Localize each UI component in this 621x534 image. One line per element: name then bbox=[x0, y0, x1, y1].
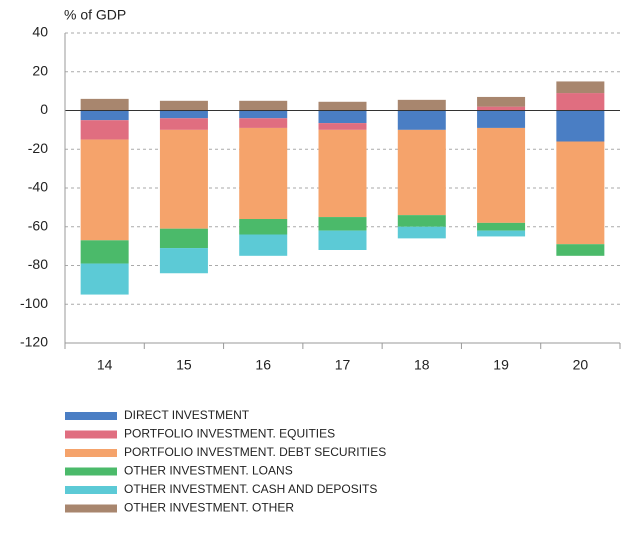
bar-segment bbox=[318, 230, 367, 250]
bar-segment bbox=[318, 101, 367, 111]
legend-label: PORTFOLIO INVESTMENT. EQUITIES bbox=[124, 427, 335, 441]
bar-segment bbox=[477, 96, 526, 107]
bar-segment bbox=[318, 123, 367, 130]
bar-segment bbox=[239, 127, 288, 219]
bar-segment bbox=[159, 248, 208, 274]
bar-segment bbox=[239, 234, 288, 256]
legend-label: OTHER INVESTMENT. OTHER bbox=[124, 501, 294, 515]
bar-segment bbox=[239, 110, 288, 119]
bar-segment bbox=[80, 110, 129, 121]
y-tick-label: -80 bbox=[28, 256, 48, 272]
y-tick-label: -40 bbox=[28, 179, 48, 195]
bar-segment bbox=[318, 217, 367, 231]
y-axis-label: % of GDP bbox=[64, 7, 126, 23]
bar-segment bbox=[239, 219, 288, 235]
bar-segment bbox=[556, 141, 605, 245]
bar-segment bbox=[477, 222, 526, 231]
bar-segment bbox=[159, 129, 208, 229]
legend-swatch bbox=[65, 504, 117, 513]
y-tick-label: 20 bbox=[32, 62, 48, 78]
bar-segment bbox=[477, 127, 526, 223]
bar-segment bbox=[239, 100, 288, 111]
bar-segment bbox=[397, 110, 446, 130]
x-tick-label: 14 bbox=[97, 357, 113, 373]
x-tick-label: 16 bbox=[255, 357, 271, 373]
bar-segment bbox=[80, 139, 129, 241]
bar-segment bbox=[80, 240, 129, 264]
bar-segment bbox=[159, 228, 208, 249]
bar-segment bbox=[80, 98, 129, 111]
bar-segment bbox=[159, 118, 208, 130]
bar-segment bbox=[556, 93, 605, 111]
bar-segment bbox=[556, 110, 605, 142]
bar-segment bbox=[318, 110, 367, 124]
bar-segment bbox=[397, 129, 446, 216]
y-tick-label: 0 bbox=[40, 101, 48, 117]
legend-swatch bbox=[65, 449, 117, 457]
bar-segment bbox=[159, 100, 208, 111]
bar-segment bbox=[318, 129, 367, 218]
legend-label: OTHER INVESTMENT. LOANS bbox=[124, 464, 293, 478]
bar-segment bbox=[477, 106, 526, 111]
bar-segment bbox=[80, 120, 129, 140]
legend-swatch bbox=[65, 412, 117, 420]
bar-segment bbox=[159, 110, 208, 119]
x-tick-label: 19 bbox=[493, 357, 509, 373]
bar-segment bbox=[556, 81, 605, 94]
bar-segment bbox=[80, 263, 129, 295]
legend-label: DIRECT INVESTMENT bbox=[124, 408, 250, 422]
bar-segment bbox=[397, 215, 446, 227]
y-tick-label: -20 bbox=[28, 140, 48, 156]
y-tick-label: -60 bbox=[28, 217, 48, 233]
x-tick-label: 15 bbox=[176, 357, 192, 373]
legend-label: OTHER INVESTMENT. CASH AND DEPOSITS bbox=[124, 482, 377, 496]
bar-segment bbox=[397, 226, 446, 239]
bar-segment bbox=[477, 110, 526, 128]
bar-segment bbox=[556, 244, 605, 256]
y-tick-label: -100 bbox=[20, 295, 48, 311]
y-tick-label: 40 bbox=[32, 24, 48, 40]
x-tick-label: 20 bbox=[573, 357, 589, 373]
y-tick-label: -120 bbox=[20, 334, 48, 350]
legend-swatch bbox=[65, 486, 117, 494]
bar-segment bbox=[239, 118, 288, 128]
x-tick-label: 18 bbox=[414, 357, 430, 373]
legend-swatch bbox=[65, 467, 117, 476]
bar-segment bbox=[397, 99, 446, 111]
x-tick-label: 17 bbox=[335, 357, 351, 373]
legend-label: PORTFOLIO INVESTMENT. DEBT SECURITIES bbox=[124, 445, 386, 459]
bar-segment bbox=[477, 230, 526, 237]
legend-swatch bbox=[65, 430, 117, 439]
